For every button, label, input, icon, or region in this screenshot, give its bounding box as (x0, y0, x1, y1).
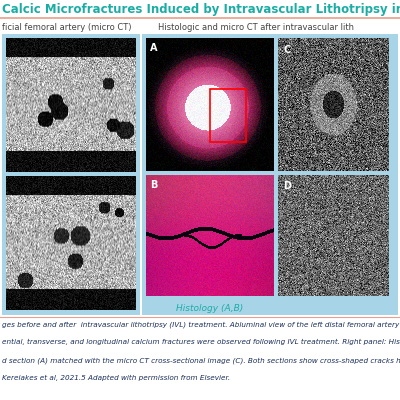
Text: Calcic Microfractures Induced by Intravascular Lithotripsy in Micro CT and Histo: Calcic Microfractures Induced by Intrava… (2, 4, 400, 16)
Text: ficial femoral artery (micro CT): ficial femoral artery (micro CT) (2, 22, 132, 32)
Text: B: B (150, 180, 157, 190)
Text: ential, transverse, and longitudinal calcium fractures were observed following I: ential, transverse, and longitudinal cal… (2, 339, 400, 345)
Text: Histology (A,B): Histology (A,B) (176, 304, 244, 313)
Text: d section (A) matched with the micro CT cross-sectional image (C). Both sections: d section (A) matched with the micro CT … (2, 357, 400, 364)
Text: C: C (284, 45, 291, 55)
Bar (142, 34, 398, 315)
Text: Histologic and micro CT after intravascular lith: Histologic and micro CT after intravascu… (158, 22, 354, 32)
Text: ges before and after  intravascular lithotripsy (IVL) treatment. Abluminal view : ges before and after intravascular litho… (2, 321, 400, 328)
Bar (210, 88, 246, 142)
Bar (2, 34, 140, 315)
Text: D: D (284, 181, 292, 191)
Text: Kereiakes et al, 2021.5 Adapted with permission from Elsevier.: Kereiakes et al, 2021.5 Adapted with per… (2, 375, 230, 381)
Text: A: A (150, 43, 157, 53)
